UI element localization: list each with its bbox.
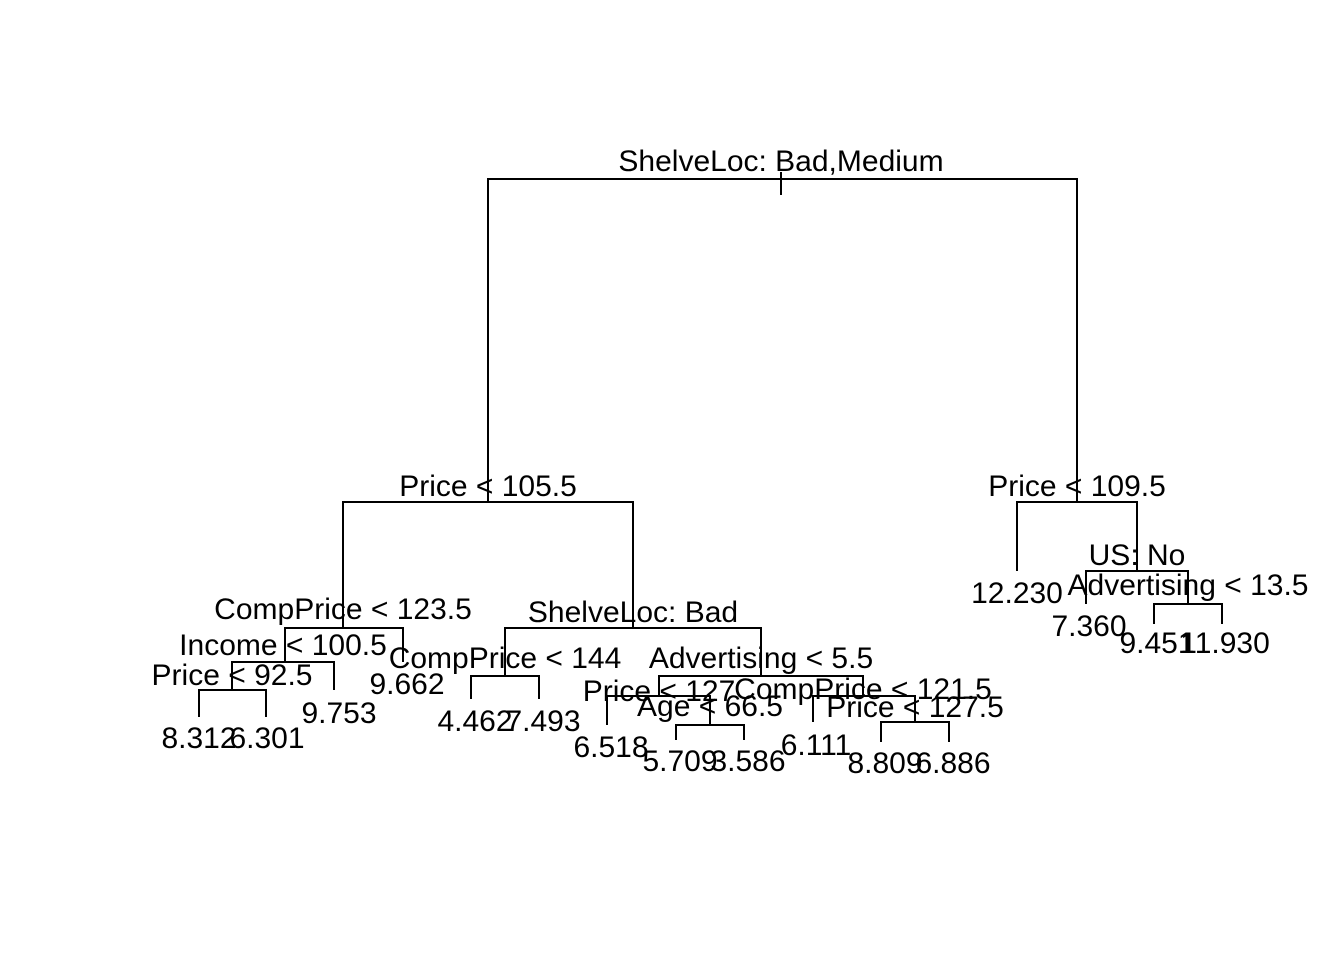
leaf-value-lllr: 9.753 xyxy=(301,697,376,730)
leaf-value-lrrll: 6.518 xyxy=(573,731,648,764)
leaf-value-lrrrl: 6.111 xyxy=(781,729,852,762)
tree-branches xyxy=(198,172,1223,742)
branch-lrr xyxy=(658,675,864,696)
split-label-lrrr: CompPrice < 121.5 xyxy=(734,673,992,706)
split-label-rrr: Advertising < 13.5 xyxy=(1068,569,1309,602)
split-label-rr: US: No xyxy=(1089,539,1186,572)
leaf-value-rrrl: 9.451 xyxy=(1119,627,1194,660)
branch-lrrl xyxy=(606,695,711,725)
split-label-lrr: Advertising < 5.5 xyxy=(649,642,873,675)
branch-rrr xyxy=(1153,603,1223,624)
leaf-value-lrrrrl: 8.809 xyxy=(847,747,922,780)
leaf-value-rl: 12.230 xyxy=(971,577,1063,610)
leaf-value-llr: 9.662 xyxy=(369,668,444,701)
branch-lrl xyxy=(470,675,540,699)
leaf-value-llllr: 6.301 xyxy=(229,722,304,755)
branch-lll xyxy=(231,661,335,690)
branch-lr xyxy=(504,627,762,676)
leaf-value-lrlr: 7.493 xyxy=(505,705,580,738)
split-label-lrrl: Price < 127 xyxy=(583,675,736,708)
split-label-lr: ShelveLoc: Bad xyxy=(528,596,738,629)
split-label-lrl: CompPrice < 144 xyxy=(389,642,622,675)
branch-llll xyxy=(198,689,267,717)
split-label-root: ShelveLoc: Bad,Medium xyxy=(618,145,943,178)
branch-root xyxy=(487,178,1078,502)
split-label-lll: Income < 100.5 xyxy=(179,629,387,662)
leaf-value-lrrlrl: 5.709 xyxy=(642,745,717,778)
split-label-l: Price < 105.5 xyxy=(399,470,577,503)
branch-lrrr xyxy=(812,695,916,722)
leaf-value-rrl: 7.360 xyxy=(1051,610,1126,643)
leaf-value-lrll: 4.462 xyxy=(437,705,512,738)
leaf-value-rrrr: 11.930 xyxy=(1180,627,1270,660)
leaf-value-lrrrrr: 6.886 xyxy=(915,747,990,780)
split-label-ll: CompPrice < 123.5 xyxy=(214,593,472,626)
leaf-value-lrrlrr: 3.586 xyxy=(710,745,785,778)
split-label-r: Price < 109.5 xyxy=(988,470,1166,503)
branch-r xyxy=(1016,501,1138,571)
split-label-llll: Price < 92.5 xyxy=(152,659,313,692)
branch-lrrlr xyxy=(675,724,745,740)
split-label-lrrrr: Price < 127.5 xyxy=(826,691,1004,724)
split-label-lrrlr: Age < 66.5 xyxy=(637,690,783,723)
split-labels: ShelveLoc: Bad,Medium Price < 105.5 Comp… xyxy=(152,145,1309,724)
branch-rr xyxy=(1085,570,1189,604)
branch-ll xyxy=(284,627,404,662)
leaf-value-lllll: 8.312 xyxy=(161,722,236,755)
leaf-labels: 8.312 6.301 9.753 9.662 4.462 7.493 6.51… xyxy=(161,577,1269,780)
branch-l xyxy=(342,501,634,628)
branch-lrrrr xyxy=(880,721,950,742)
